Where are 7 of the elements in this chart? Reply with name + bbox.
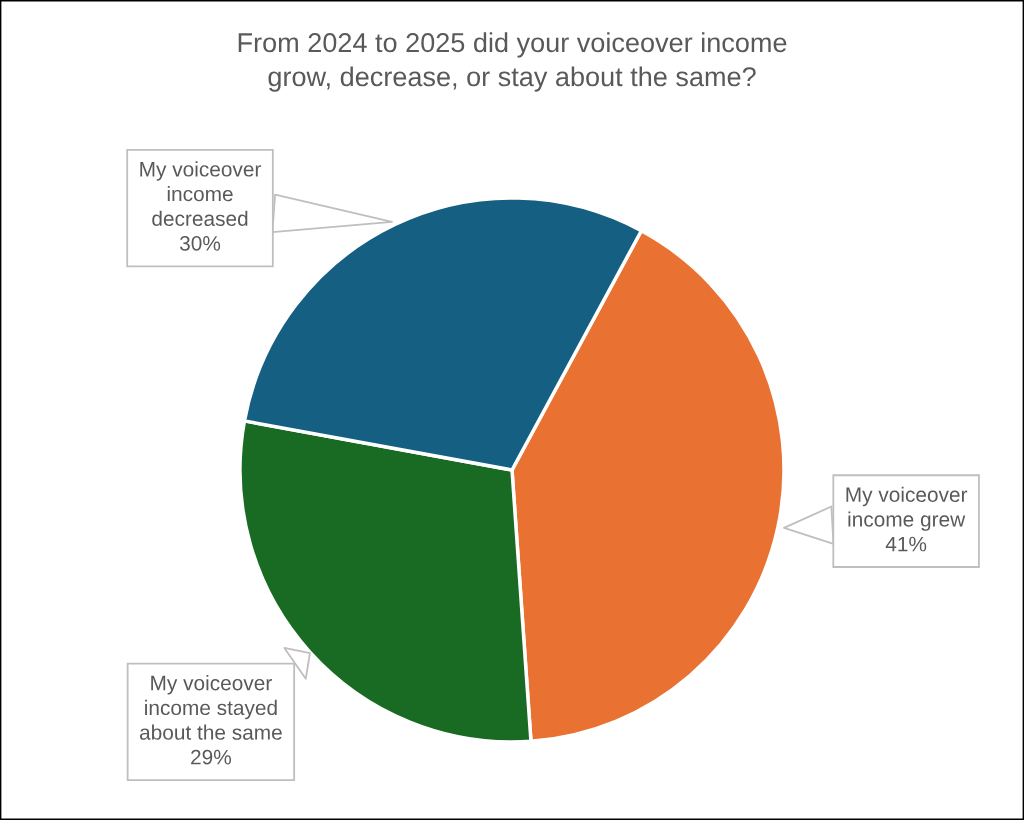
data-label: 29% <box>191 749 231 765</box>
data-label: 41% <box>885 536 927 552</box>
data-label: 30% <box>179 235 221 251</box>
slice-label: My voiceover income grew <box>846 486 968 531</box>
chart-title: From 2024 to 2025 did your voiceover income grow, decrease, or stay about the same? <box>238 32 787 92</box>
slice-label: My voiceover income decreased <box>140 161 262 227</box>
slice-label: My voiceover income stayed about the same <box>139 675 282 740</box>
